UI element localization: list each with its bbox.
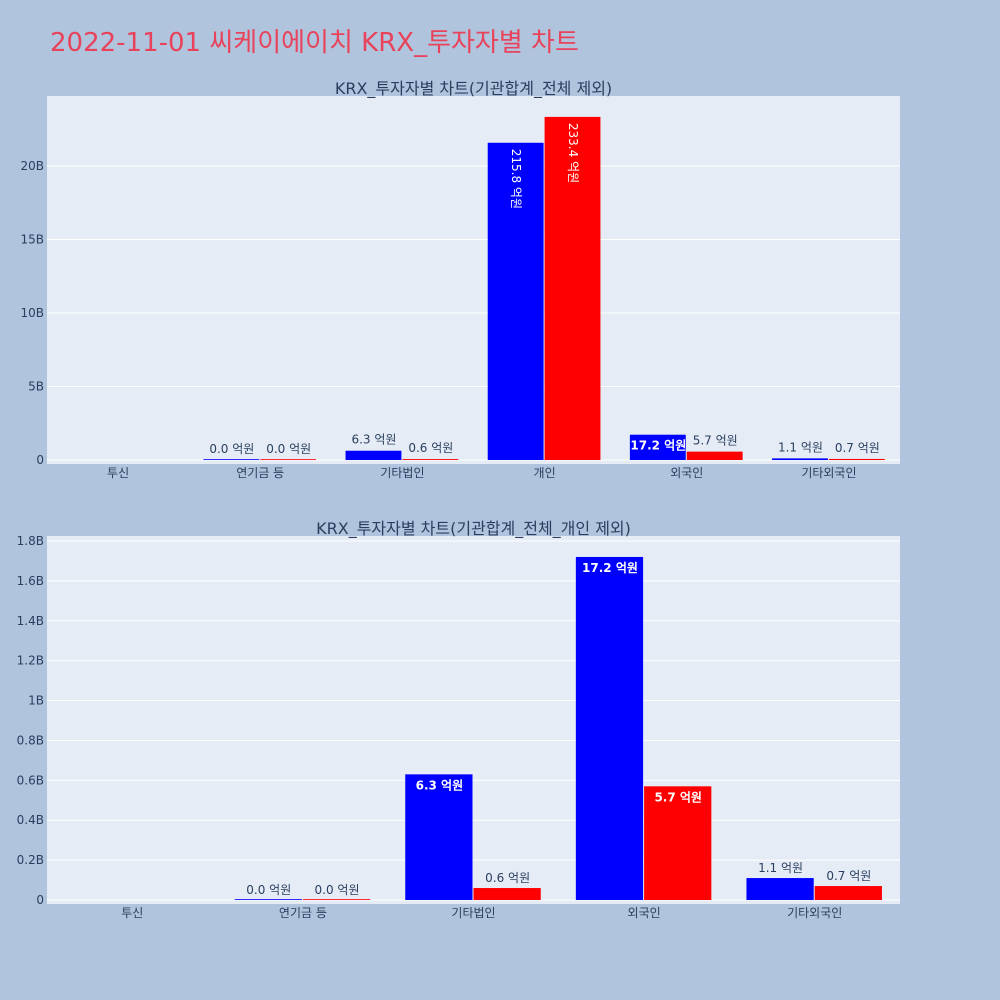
bar (260, 459, 317, 460)
data-label: 0.0 억원 (266, 442, 311, 456)
data-label: 0.0 억원 (209, 442, 254, 456)
data-label: 5.7 억원 (693, 434, 738, 448)
bar (302, 899, 371, 900)
data-label: 1.1 억원 (778, 440, 823, 454)
chart-top: 0 5B 10B 15B 20B KRX_투자자별 차트(기관합계_전체 제외) 투신 연기금… (20, 79, 900, 480)
y-tick-label: 0.6B (17, 773, 44, 787)
data-label: 215.8 억원 (509, 149, 523, 209)
bar (814, 886, 882, 900)
bar (487, 142, 544, 461)
y-tick-label: 1.6B (17, 574, 44, 588)
y-tick-label: 10B (20, 306, 44, 320)
bar (575, 556, 644, 900)
data-label: 0.6 억원 (408, 441, 453, 455)
data-label: 5.7 억원 (654, 790, 702, 804)
y-tick-label: 20B (20, 159, 44, 173)
x-tick-label: 투신 (121, 906, 143, 920)
x-tick-label: 개인 (534, 466, 556, 480)
bar (772, 458, 828, 460)
bar (686, 451, 743, 460)
bar (203, 459, 260, 460)
bar (746, 878, 814, 900)
data-label: 17.2 억원 (630, 439, 686, 453)
data-label: 0.0 억원 (246, 883, 291, 897)
y-tick-label: 0 (36, 453, 44, 467)
data-label: 233.4 억원 (566, 123, 580, 183)
chart-title: KRX_투자자별 차트(기관합계_전체_개인 제외) (316, 519, 631, 539)
page-title: 2022-11-01 씨케이에이치 KRX_투자자별 차트 (50, 28, 579, 58)
data-label: 17.2 억원 (582, 561, 638, 575)
y-tick-label: 0.4B (17, 813, 44, 827)
y-tick-label: 1.8B (17, 534, 44, 548)
y-tick-label: 1.4B (17, 614, 44, 628)
data-label: 0.6 억원 (485, 871, 530, 885)
bar (402, 459, 459, 460)
bar (544, 116, 601, 460)
bar (405, 774, 473, 900)
bar (629, 434, 686, 460)
x-tick-label: 외국인 (670, 466, 703, 480)
x-tick-label: 투신 (107, 466, 129, 480)
x-tick-label: 기타외국인 (801, 466, 856, 480)
bar (473, 888, 541, 900)
x-tick-label: 연기금 등 (279, 906, 327, 920)
bar (234, 899, 302, 900)
y-tick-label: 1B (28, 694, 44, 708)
x-tick-label: 연기금 등 (236, 466, 284, 480)
bar (828, 458, 885, 460)
x-tick-label: 외국인 (628, 906, 661, 920)
x-tick-label: 기타법인 (451, 906, 495, 920)
y-tick-label: 15B (20, 233, 44, 247)
bar (345, 450, 402, 460)
data-label: 0.7 억원 (826, 869, 871, 883)
data-label: 6.3 억원 (351, 433, 396, 447)
data-label: 0.7 억원 (835, 441, 880, 455)
bar (644, 786, 712, 900)
chart-title: KRX_투자자별 차트(기관합계_전체 제외) (335, 79, 612, 99)
x-tick-label: 기타외국인 (787, 906, 842, 920)
data-label: 6.3 억원 (416, 778, 464, 792)
y-tick-label: 5B (28, 380, 44, 394)
y-tick-label: 0 (36, 893, 44, 907)
x-tick-label: 기타법인 (380, 466, 424, 480)
y-tick-label: 0.8B (17, 733, 44, 747)
plot-area (47, 536, 900, 904)
y-tick-label: 0.2B (17, 853, 44, 867)
y-tick-label: 1.2B (17, 654, 44, 668)
data-label: 1.1 억원 (758, 861, 803, 875)
plot-area (47, 96, 900, 464)
data-label: 0.0 억원 (315, 883, 360, 897)
